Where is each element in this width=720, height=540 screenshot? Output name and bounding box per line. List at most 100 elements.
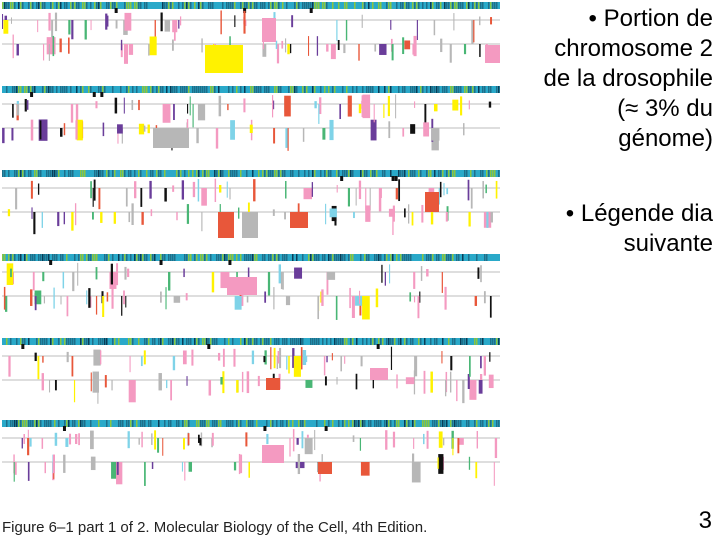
gene-mark — [23, 434, 26, 444]
gc-content-stripe — [32, 86, 34, 93]
gene-mark — [187, 433, 190, 446]
gc-content-stripe — [214, 170, 216, 177]
gc-content-stripe — [78, 254, 80, 261]
gene-mark — [125, 188, 128, 207]
gc-content-stripe — [330, 170, 332, 177]
gc-content-stripe — [308, 170, 310, 177]
gc-content-stripe — [388, 86, 390, 93]
gene-mark — [183, 438, 185, 450]
gene-mark — [329, 208, 337, 218]
gc-content-stripe — [20, 170, 22, 177]
gene-mark — [16, 44, 19, 56]
gene-mark — [462, 380, 465, 404]
gc-content-stripe — [158, 86, 160, 93]
gc-content-stripe — [154, 254, 156, 261]
gc-content-stripe — [370, 86, 372, 93]
gene-mark — [59, 38, 62, 53]
gc-content-stripe — [48, 254, 50, 261]
gc-content-stripe — [158, 420, 160, 427]
gene-mark — [383, 104, 385, 118]
gene-mark — [168, 272, 171, 291]
gc-content-stripe — [62, 254, 64, 261]
gene-mark — [293, 356, 301, 377]
gene-mark — [42, 44, 45, 61]
gene-mark — [340, 356, 342, 372]
gc-content-stripe — [56, 86, 58, 93]
gene-block — [262, 445, 284, 463]
gc-content-stripe — [312, 86, 314, 93]
gc-content-stripe — [436, 338, 438, 345]
gc-content-stripe — [200, 254, 202, 261]
gene-mark — [176, 212, 178, 221]
gc-content-stripe — [476, 2, 478, 9]
gene-mark — [233, 462, 237, 471]
gc-content-stripe — [482, 170, 484, 177]
gc-content-stripe — [184, 2, 186, 9]
gene-mark — [316, 36, 319, 56]
gc-content-stripe — [30, 86, 32, 93]
gene-mark — [385, 430, 388, 450]
gc-content-stripe — [380, 420, 382, 427]
gc-content-stripe — [274, 338, 276, 345]
gene-mark — [8, 356, 11, 377]
gene-mark — [264, 350, 267, 365]
gc-content-stripe — [198, 338, 200, 345]
gap-marker — [30, 92, 34, 97]
gene-mark — [149, 180, 152, 199]
gc-content-stripe — [268, 170, 270, 177]
gene-mark — [172, 185, 175, 192]
gc-content-stripe — [262, 338, 264, 345]
gc-content-stripe — [206, 338, 208, 345]
gc-content-stripe — [194, 86, 196, 93]
gene-mark — [358, 180, 362, 200]
gc-content-stripe — [100, 338, 102, 345]
gene-mark — [240, 454, 243, 474]
gc-content-stripe — [456, 254, 458, 261]
gene-mark — [279, 347, 282, 369]
gc-content-stripe — [66, 254, 68, 261]
gene-mark — [233, 348, 236, 367]
gc-content-stripe — [64, 2, 66, 9]
gc-content-stripe — [28, 420, 30, 427]
gc-content-stripe — [266, 338, 268, 345]
gc-content-stripe — [124, 170, 126, 177]
gene-mark — [178, 20, 180, 29]
gene-mark — [181, 462, 183, 472]
gene-mark — [60, 296, 62, 305]
gene-mark — [121, 296, 123, 316]
gap-marker — [263, 426, 267, 431]
gc-content-stripe — [66, 86, 68, 93]
gc-content-stripe — [298, 420, 300, 427]
gc-content-stripe — [448, 338, 450, 345]
gc-content-stripe — [70, 338, 72, 345]
gc-content-stripe — [452, 338, 454, 345]
gc-content-stripe — [46, 86, 48, 93]
gc-content-stripe — [98, 420, 100, 427]
gc-content-stripe — [144, 338, 146, 345]
gc-content-stripe — [352, 420, 354, 427]
gc-content-stripe — [32, 420, 34, 427]
gc-content-stripe — [54, 420, 56, 427]
gc-content-stripe — [252, 2, 254, 9]
gc-content-stripe — [438, 170, 440, 177]
gene-mark — [196, 128, 199, 144]
gene-mark — [360, 356, 363, 367]
gc-content-stripe — [218, 170, 220, 177]
gc-content-stripe — [232, 170, 234, 177]
gc-content-stripe — [246, 2, 248, 9]
gc-content-stripe — [142, 86, 144, 93]
gc-content-stripe — [368, 86, 370, 93]
gc-content-stripe — [446, 86, 448, 93]
gc-content-stripe — [442, 86, 444, 93]
gene-mark — [413, 272, 416, 289]
gc-content-stripe — [96, 254, 98, 261]
gene-mark — [99, 350, 102, 365]
gc-content-stripe — [68, 420, 70, 427]
gc-content-stripe — [46, 420, 48, 427]
gc-content-stripe — [210, 338, 212, 345]
gap-marker — [49, 260, 53, 265]
gc-content-stripe — [218, 86, 220, 93]
gc-content-stripe — [438, 2, 440, 9]
gc-content-stripe — [130, 420, 132, 427]
gc-content-stripe — [372, 86, 374, 93]
